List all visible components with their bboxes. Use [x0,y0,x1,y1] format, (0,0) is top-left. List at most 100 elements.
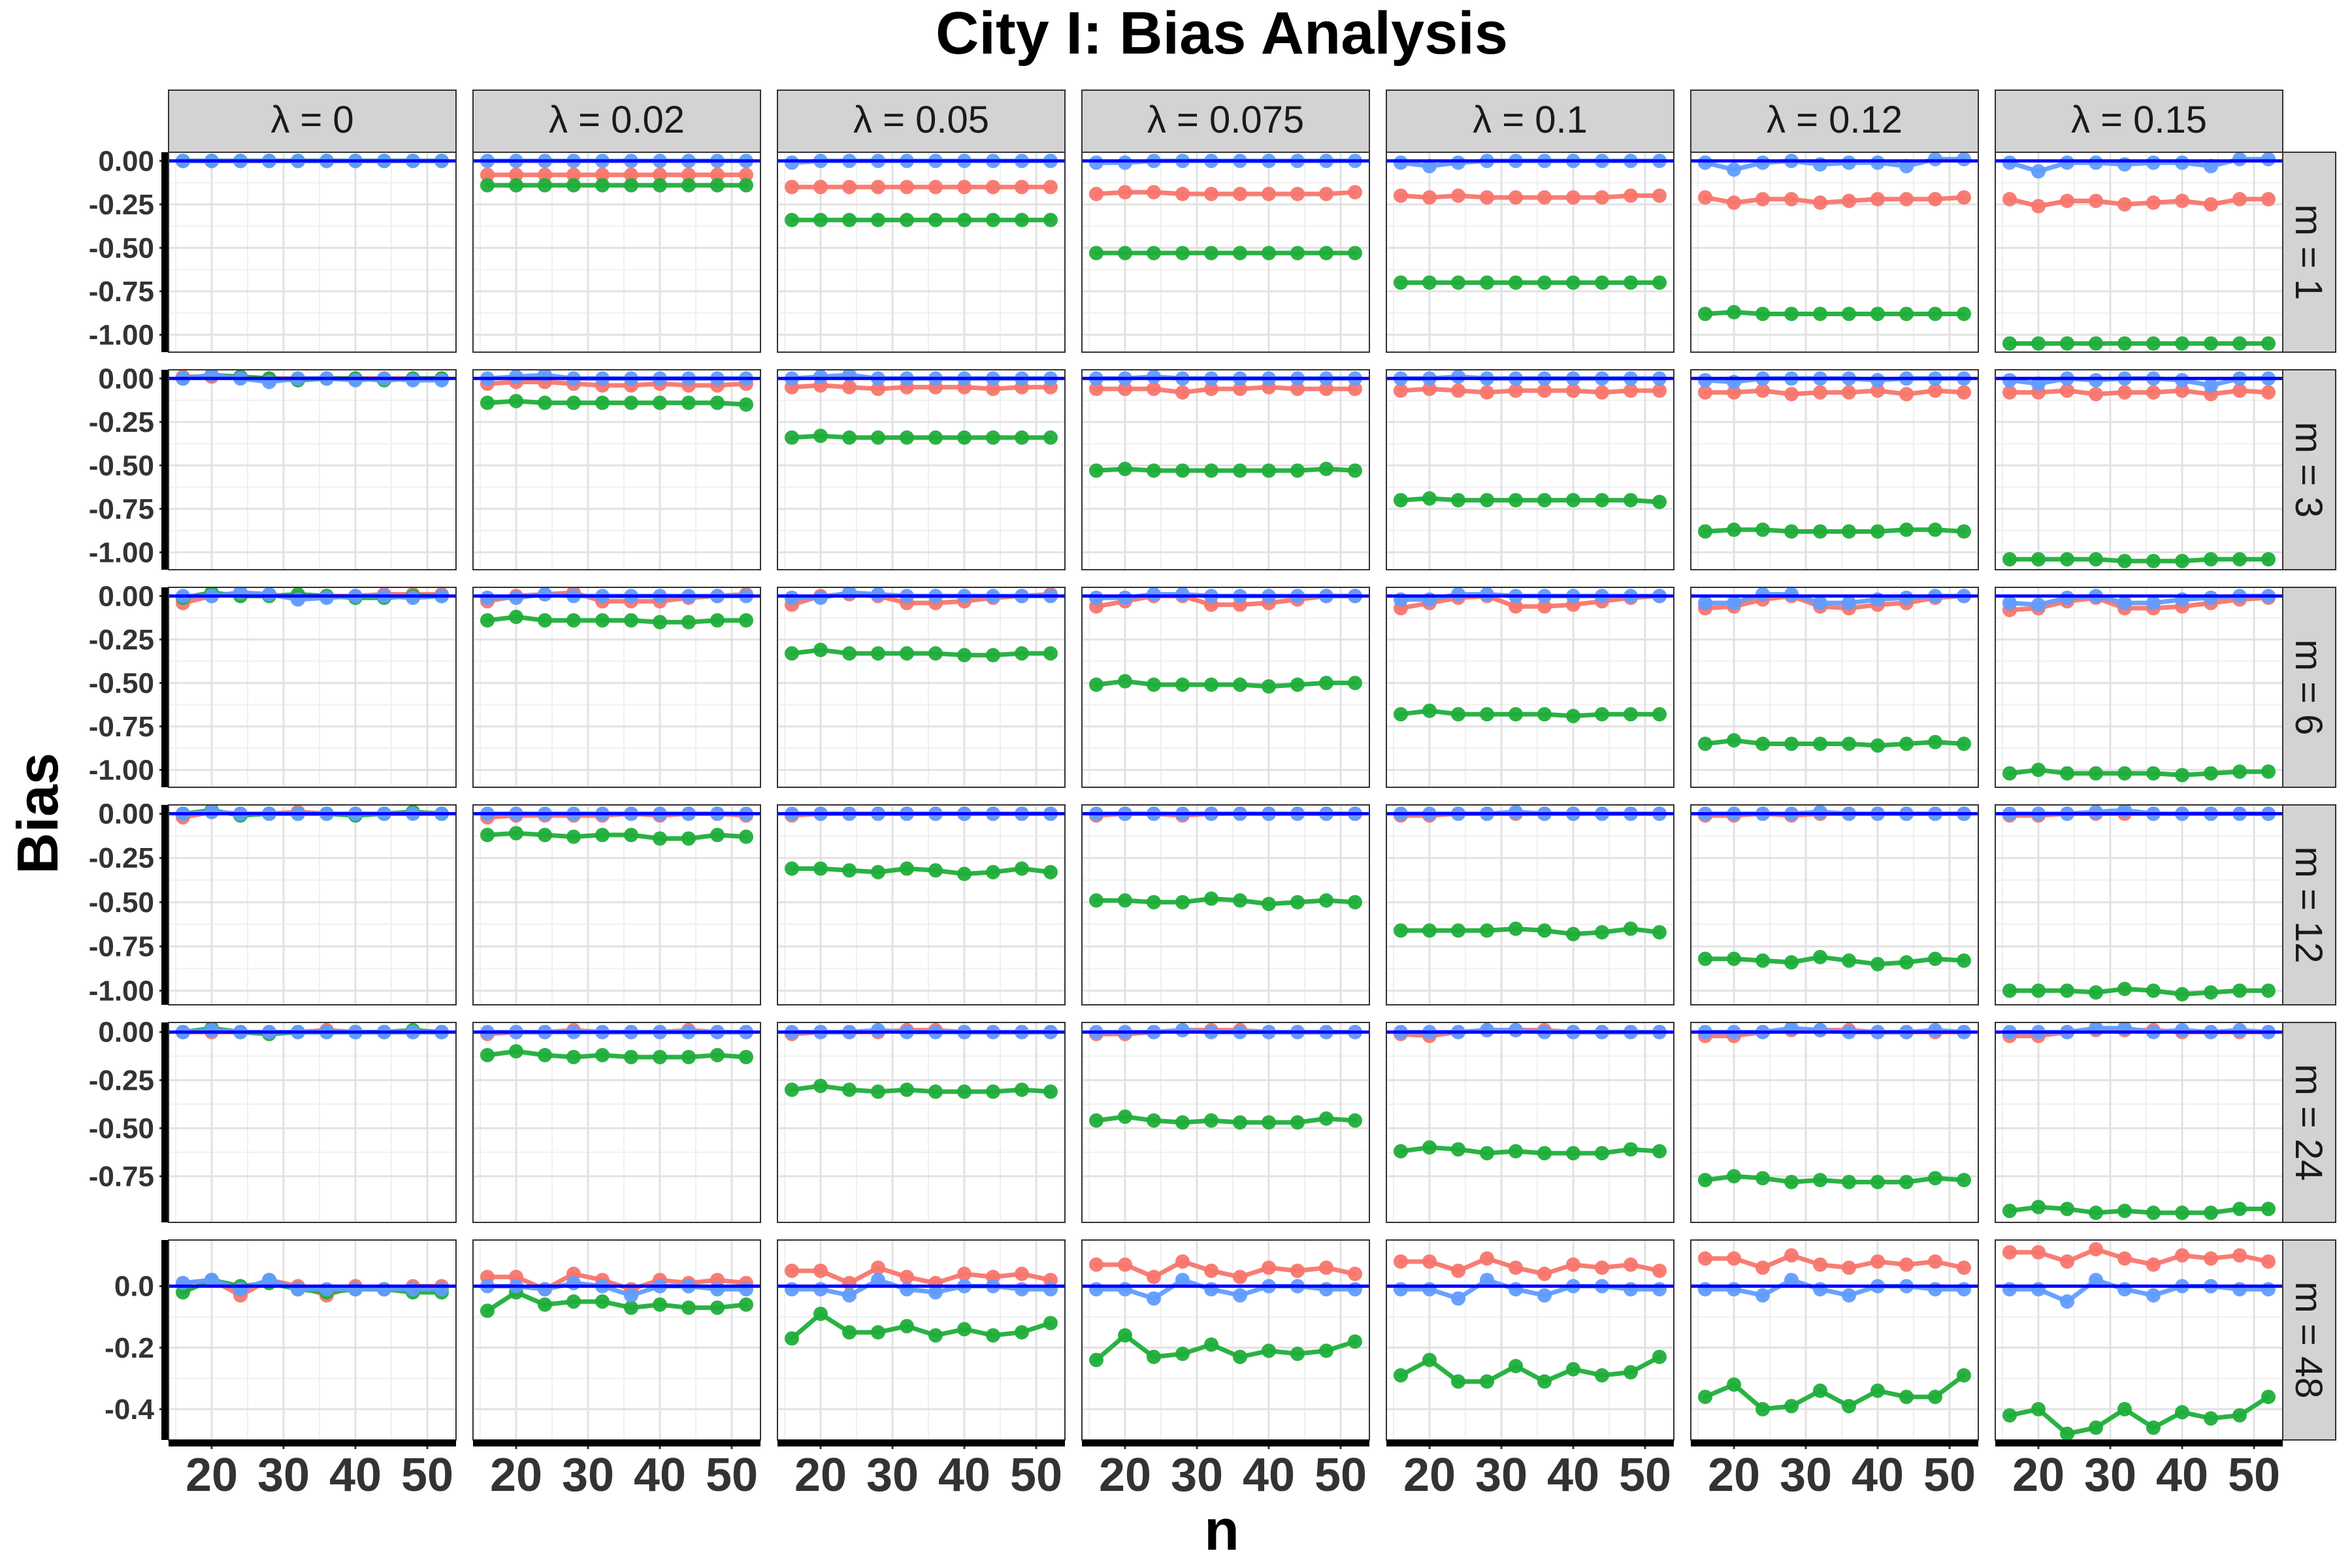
point-red [871,382,885,397]
point-blue [2060,1294,2074,1309]
point-red [1652,188,1667,203]
point-green [2261,1201,2276,1217]
point-red [2031,1245,2046,1260]
panel-data [1691,587,1978,753]
point-green [1928,1171,1942,1186]
panel-bg [1995,805,2283,1005]
point-green [480,1303,495,1318]
panel-r4-c5 [1690,1022,1979,1223]
series-line-green [1094,896,1358,907]
point-green [710,1048,725,1063]
point-green [1727,522,1741,537]
point-blue [1480,1022,1494,1037]
x-tick-label-c3-1: 30 [1171,1449,1223,1501]
point-red [2060,383,2074,398]
point-green [1756,736,1770,751]
point-green [900,861,914,876]
point-blue [2117,1282,2132,1297]
row-strip-label-3: m = 12 [2287,847,2330,964]
point-green [566,1294,581,1309]
point-green [1537,1374,1552,1389]
point-red [1147,1269,1161,1284]
point-blue [377,1282,391,1297]
point-green [1756,953,1770,968]
panel-r1-c5 [1690,369,1979,570]
point-blue [2146,595,2161,610]
panel-border [1690,152,1979,353]
point-blue [813,370,828,384]
point-blue [2175,155,2189,170]
point-red [1652,383,1667,398]
point-green [595,1048,610,1063]
point-green [1698,524,1712,539]
point-green [1842,953,1856,968]
point-green [1290,463,1305,478]
point-blue [1451,587,1465,602]
point-green [2031,552,2046,567]
point-green [1451,923,1465,938]
panel-border [168,587,457,788]
point-green [2117,1401,2132,1416]
x-tick-label-c2-1: 30 [866,1449,919,1501]
point-green [2089,336,2103,351]
panel-r5-c5 [1690,1239,1979,1441]
point-red [2060,193,2074,208]
point-red [1262,1260,1276,1275]
point-green [1928,951,1942,966]
point-blue [1233,1288,1247,1303]
point-blue [2031,1282,2046,1297]
point-green [566,1049,581,1064]
point-red [2146,1257,2161,1272]
point-red [1566,383,1580,398]
series-line-red [1398,386,1662,395]
x-tick-label-c5-0: 20 [1708,1449,1760,1501]
point-green [785,212,799,227]
point-blue [1509,1282,1523,1297]
point-green [739,1297,753,1312]
point-green [1899,1390,1914,1405]
panel-border [1386,1022,1674,1223]
point-green [986,1328,1000,1343]
point-blue [434,1282,449,1297]
panel-bg [169,370,456,570]
panel-data [1082,1022,1369,1130]
series-line-green [789,1311,1053,1341]
point-blue [2261,1282,2276,1297]
point-green [928,646,943,661]
series-line-green [789,647,1053,658]
panel-border [472,587,761,788]
y-tick-label-r1-3: -0.75 [89,493,154,525]
point-red [1624,383,1638,398]
x-tick-label-c4-0: 20 [1403,1449,1456,1501]
point-green [1727,1169,1741,1184]
point-green [1756,1171,1770,1186]
point-green [813,1306,828,1321]
point-red [480,167,495,182]
col-strip-5 [1690,90,1979,153]
point-red [1204,382,1218,397]
point-red [1537,1266,1552,1281]
x-tick-label-c5-2: 40 [1852,1449,1904,1501]
point-green [1899,522,1914,537]
point-green [1043,1084,1058,1099]
point-green [480,395,495,410]
point-green [1727,1377,1741,1392]
point-red [813,180,828,195]
point-green [785,861,799,876]
point-red [1147,382,1161,397]
x-tick-label-c0-1: 30 [257,1449,310,1501]
point-green [538,1048,552,1063]
point-green [1509,493,1523,508]
point-green [624,613,638,628]
point-green [1451,707,1465,722]
point-green [1928,734,1942,749]
point-green [1015,1325,1029,1340]
point-green [1957,736,1971,751]
point-green [1698,951,1712,966]
point-green [2002,552,2017,567]
point-red [842,1275,857,1290]
panel-data [777,154,1065,227]
panel-r0-c6 [1995,152,2283,353]
point-green [1319,461,1333,476]
point-green [2031,983,2046,998]
